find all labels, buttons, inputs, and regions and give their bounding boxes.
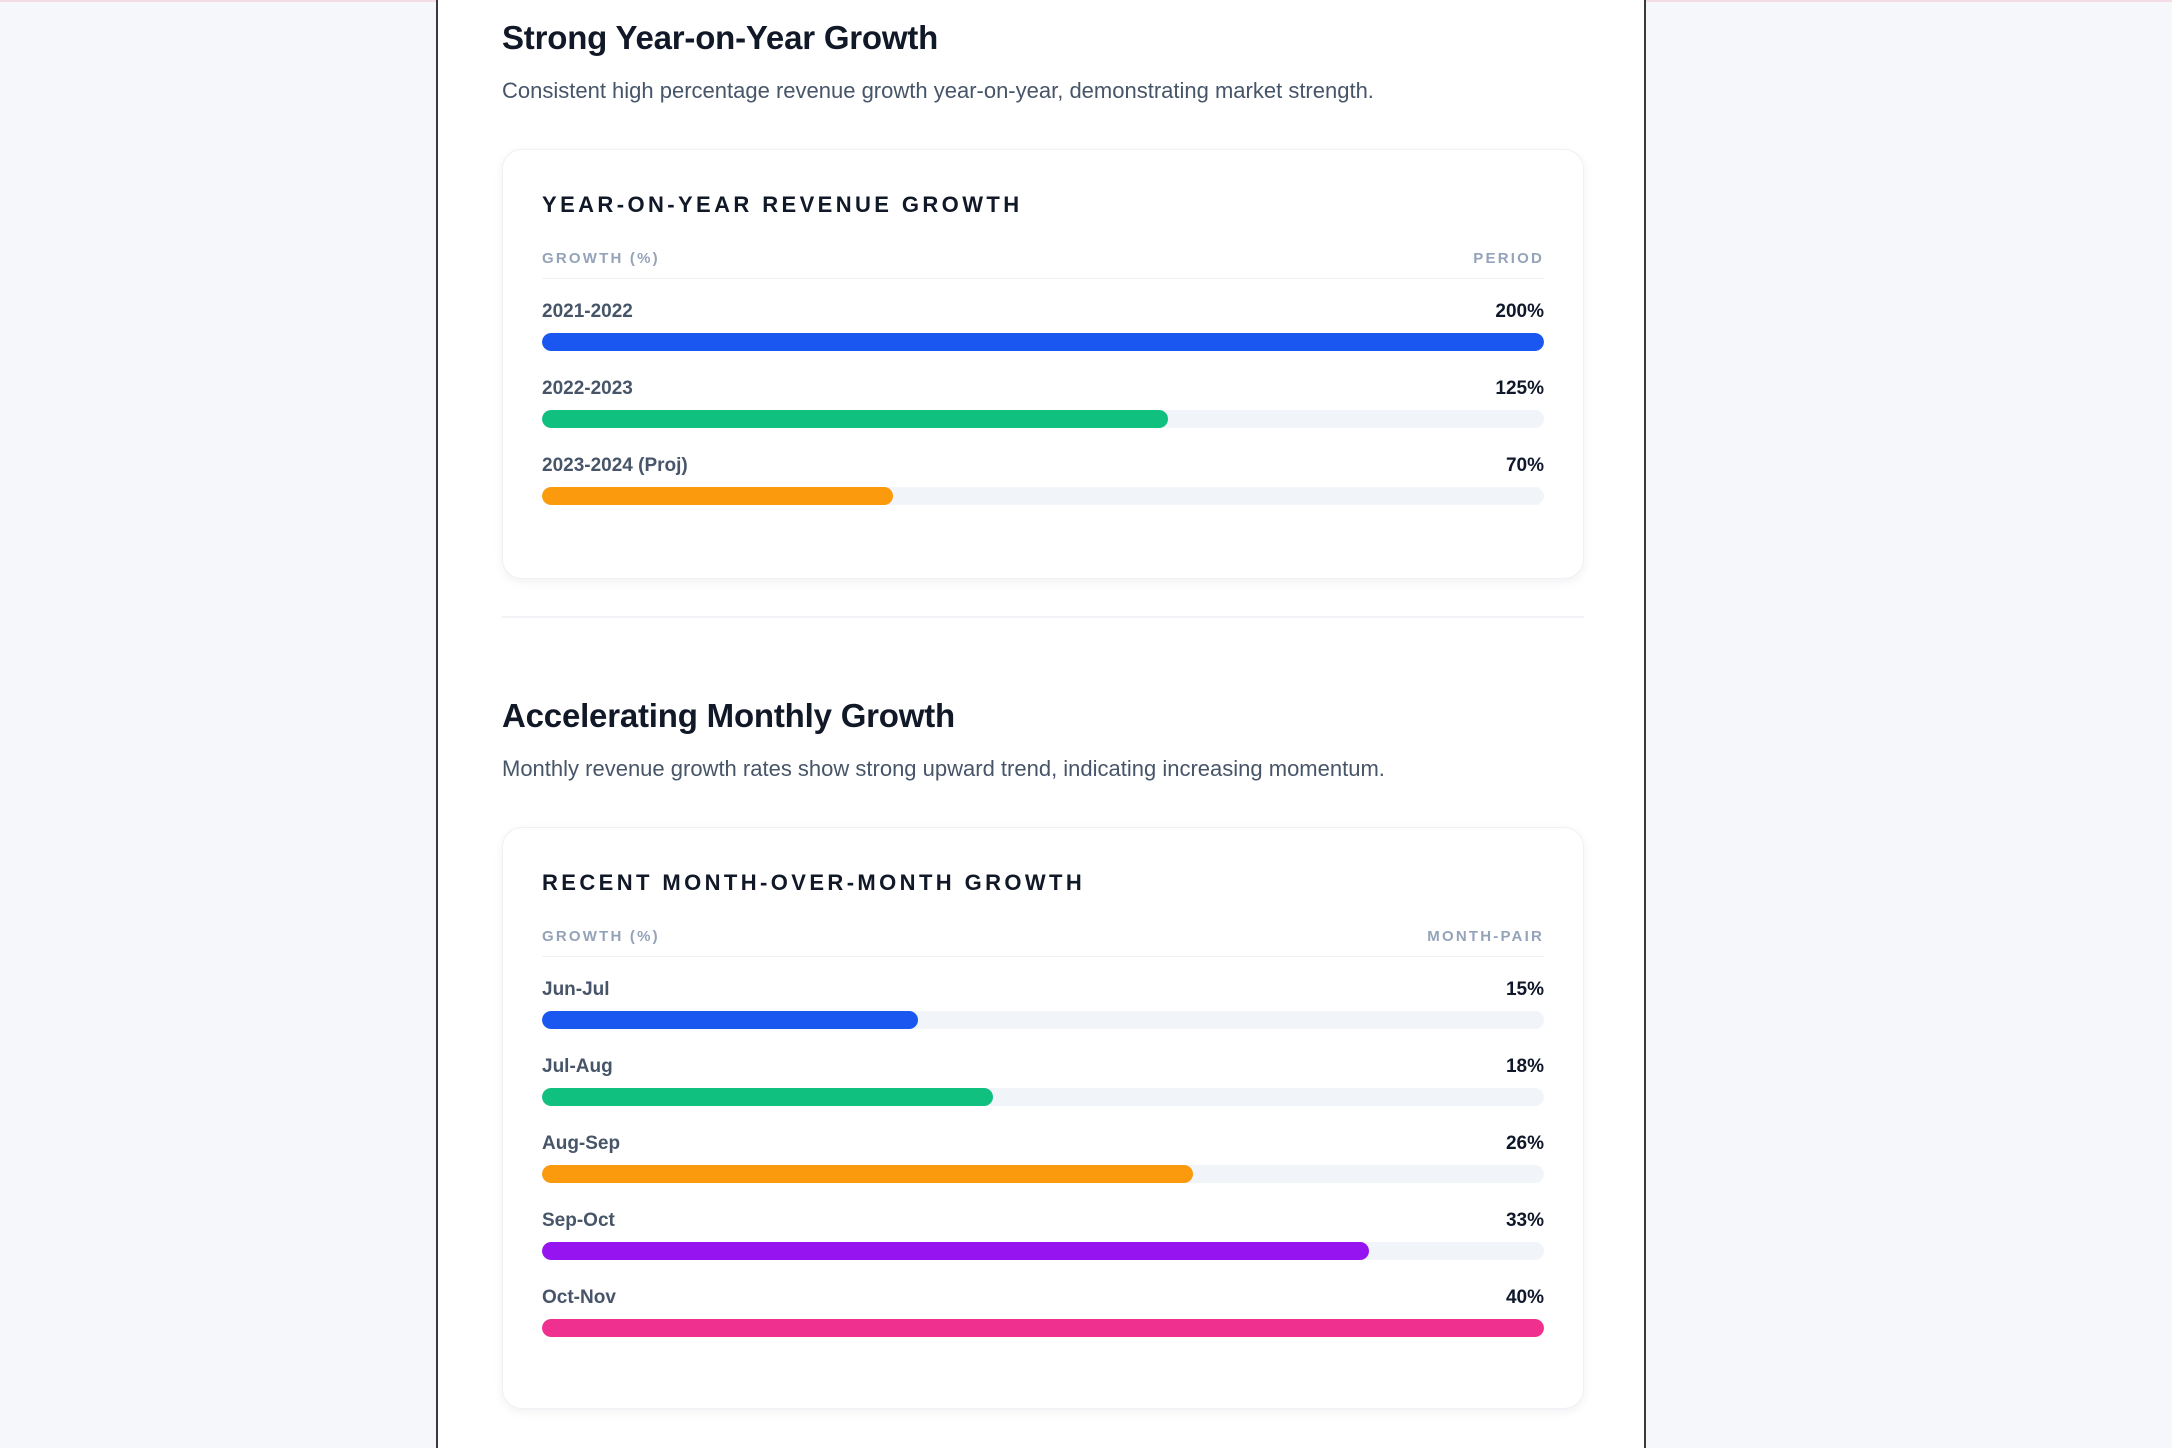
bar-row: 2023-2024 (Proj) 70%	[542, 455, 1544, 515]
category-label: Oct-Nov	[542, 1287, 616, 1308]
bar-track	[542, 333, 1544, 351]
bar-track	[542, 1088, 1544, 1106]
bar-track	[542, 487, 1544, 505]
axis-header: GROWTH (%) PERIOD	[542, 250, 1544, 279]
bar-fill	[542, 1165, 1194, 1183]
category-label: 2021-2022	[542, 301, 633, 322]
value-label: 125%	[1495, 378, 1544, 399]
bar-fill	[542, 1088, 993, 1106]
x-axis-label: GROWTH (%)	[542, 250, 660, 267]
bar-track	[542, 410, 1544, 428]
category-label: Sep-Oct	[542, 1210, 615, 1231]
bar-fill	[542, 333, 1544, 351]
category-label: Jul-Aug	[542, 1056, 613, 1077]
value-label: 40%	[1505, 1287, 1544, 1308]
y-axis-label: MONTH-PAIR	[1427, 928, 1544, 945]
bar-track	[542, 1011, 1544, 1029]
category-label: Aug-Sep	[542, 1133, 621, 1154]
value-label: 200%	[1495, 301, 1544, 322]
category-label: 2022-2023	[542, 378, 633, 399]
page-container: Strong Year-on-Year Growth Consistent hi…	[436, 0, 1646, 1448]
value-label: 70%	[1505, 455, 1544, 476]
bar-row: 2022-2023 125%	[542, 378, 1544, 438]
bar-row: Oct-Nov 40%	[542, 1287, 1544, 1347]
bar-track	[542, 1242, 1544, 1260]
bar-fill	[542, 1242, 1369, 1260]
monthly-section: Accelerating Monthly Growth Monthly reve…	[502, 697, 1584, 1418]
section-heading: Accelerating Monthly Growth	[502, 697, 955, 734]
monthly-chart-card: RECENT MONTH-OVER-MONTH GROWTH GROWTH (%…	[502, 827, 1584, 1409]
bar-track	[542, 1165, 1544, 1183]
category-label: 2023-2024 (Proj)	[542, 455, 688, 476]
axis-header: GROWTH (%) MONTH-PAIR	[542, 928, 1544, 957]
bar-row: Jul-Aug 18%	[542, 1056, 1544, 1116]
chart-title: RECENT MONTH-OVER-MONTH GROWTH	[542, 870, 1086, 895]
y-axis-label: PERIOD	[1473, 250, 1544, 267]
chart-title: YEAR-ON-YEAR REVENUE GROWTH	[542, 192, 1023, 217]
bar-fill	[542, 1011, 918, 1029]
bar-row: Aug-Sep 26%	[542, 1133, 1544, 1193]
value-label: 26%	[1505, 1133, 1544, 1154]
bar-fill	[542, 487, 893, 505]
value-label: 15%	[1505, 979, 1544, 1000]
value-label: 18%	[1505, 1056, 1544, 1077]
bar-track	[542, 1319, 1544, 1337]
bar-fill	[542, 410, 1169, 428]
section-heading: Strong Year-on-Year Growth	[502, 19, 939, 56]
section-subtitle: Consistent high percentage revenue growt…	[502, 78, 1374, 103]
x-axis-label: GROWTH (%)	[542, 928, 660, 945]
bar-fill	[542, 1319, 1544, 1337]
yoy-chart-card: YEAR-ON-YEAR REVENUE GROWTH GROWTH (%) P…	[502, 149, 1584, 579]
yoy-section: Strong Year-on-Year Growth Consistent hi…	[502, 19, 1584, 580]
category-label: Jun-Jul	[542, 979, 610, 1000]
value-label: 33%	[1505, 1210, 1544, 1231]
section-subtitle: Monthly revenue growth rates show strong…	[502, 756, 1385, 781]
section-divider	[502, 616, 1584, 618]
bar-row: Jun-Jul 15%	[542, 979, 1544, 1039]
bar-row: 2021-2022 200%	[542, 301, 1544, 361]
bar-row: Sep-Oct 33%	[542, 1210, 1544, 1270]
